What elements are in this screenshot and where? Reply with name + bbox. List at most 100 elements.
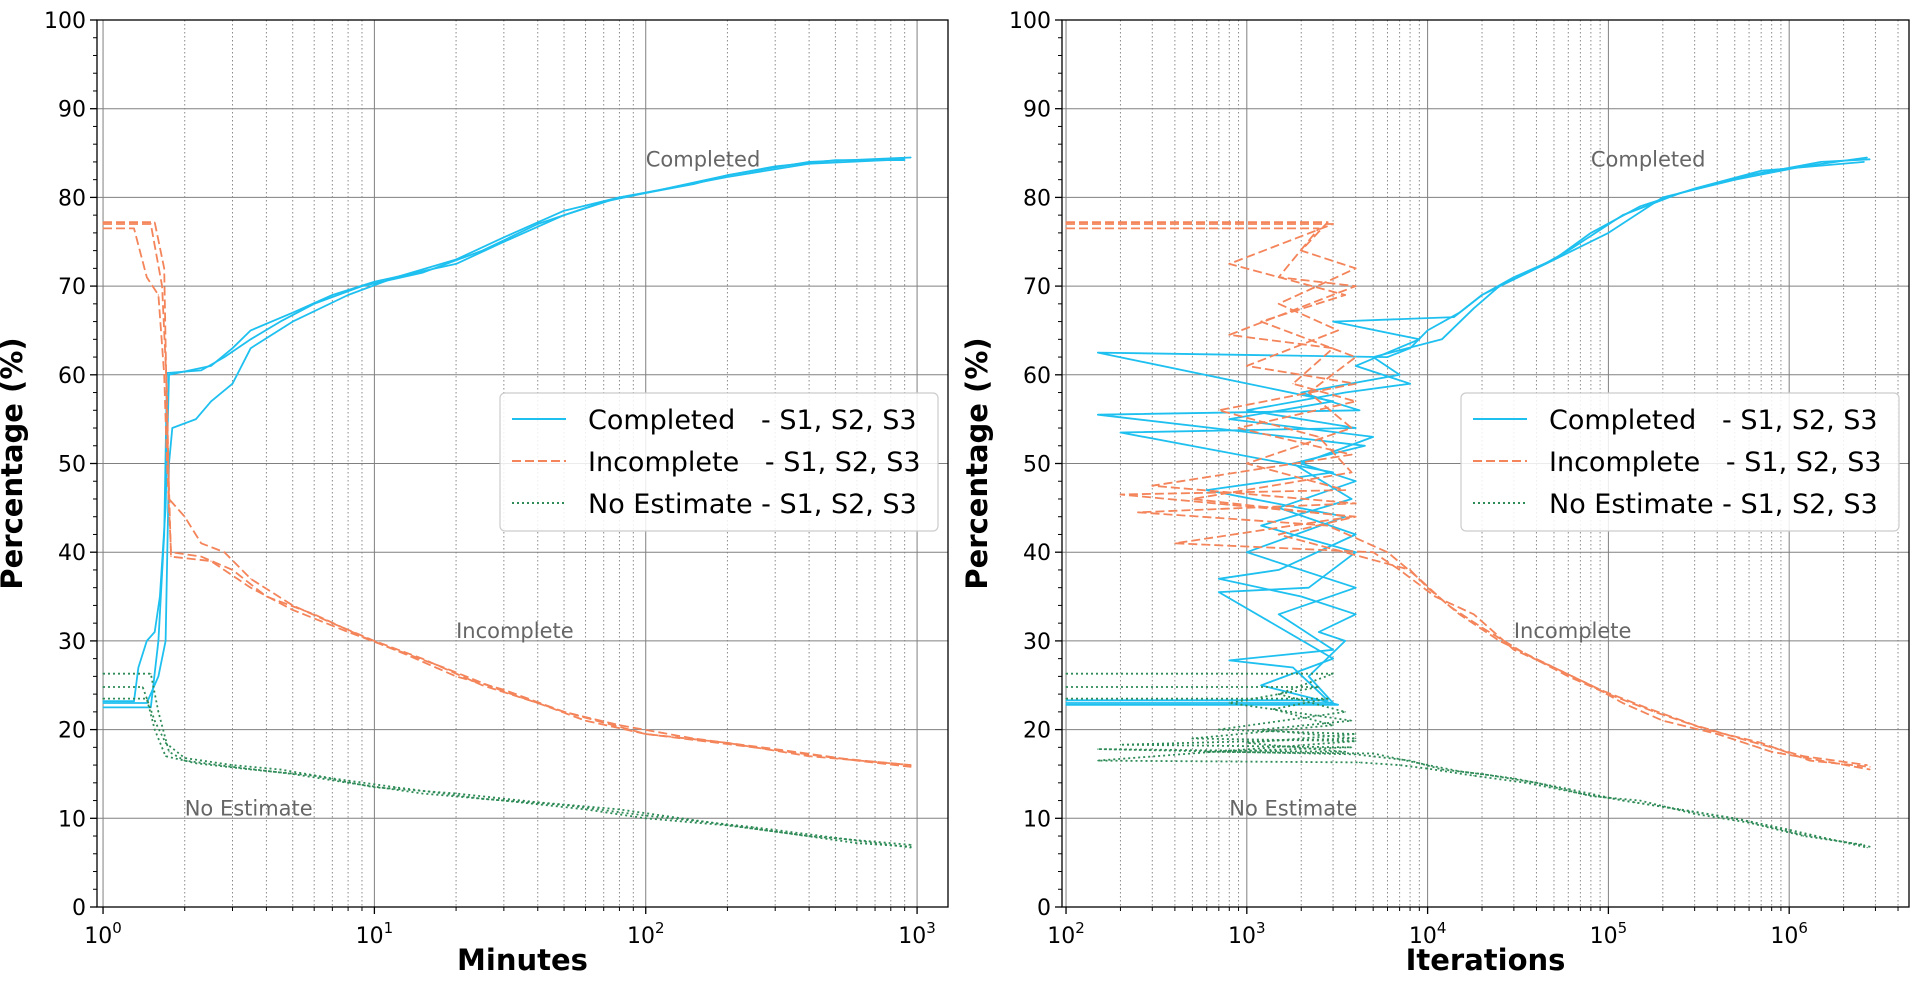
data-point-incomplete (1332, 347, 1334, 349)
data-point-completed (102, 702, 104, 704)
data-point-noestimate (102, 673, 104, 675)
data-point-completed (1355, 551, 1357, 553)
data-point-noestimate (1358, 761, 1361, 764)
data-point-incomplete (1344, 489, 1346, 491)
data-point-incomplete (421, 658, 423, 660)
data-point-completed (1498, 285, 1501, 287)
data-point-completed (223, 356, 225, 358)
data-point-noestimate (421, 792, 423, 795)
data-point-completed (157, 640, 159, 642)
legend-label: No Estimate - S1, S2, S3 (588, 489, 917, 520)
data-point-noestimate (481, 798, 483, 800)
data-point-completed (503, 236, 505, 238)
data-point-noestimate (1418, 762, 1420, 764)
x-axis-label: Iterations (1406, 943, 1566, 977)
data-point-incomplete (1218, 409, 1220, 411)
data-point-completed (808, 163, 810, 165)
data-point-completed (1228, 418, 1230, 420)
data-point-noestimate (1318, 686, 1320, 688)
legend-box (499, 392, 939, 532)
data-point-incomplete (146, 276, 148, 278)
data-point-completed (1355, 533, 1357, 536)
data-point-incomplete (503, 689, 505, 691)
data-point-noestimate (373, 786, 375, 788)
data-point-incomplete (563, 711, 565, 713)
legend-label: Completed - S1, S2, S3 (1549, 405, 1878, 436)
legend-label: No Estimate - S1, S2, S3 (1549, 489, 1878, 520)
data-point-noestimate (1441, 768, 1443, 771)
data-point-completed (1097, 414, 1099, 416)
data-point-noestimate (331, 777, 333, 780)
data-point-incomplete (184, 516, 186, 518)
data-point-completed (1344, 640, 1346, 642)
data-point-noestimate (1788, 829, 1790, 831)
data-point-completed (1351, 498, 1353, 500)
data-point-completed (171, 427, 173, 429)
data-point-incomplete (503, 690, 505, 693)
x-tick-label: 105 (1590, 919, 1628, 949)
data-point-completed (200, 369, 202, 371)
data-point-incomplete (910, 764, 912, 766)
data-point-completed (313, 303, 315, 305)
legend: Completed - S1, S2, S3 Incomplete - S1, S… (499, 392, 939, 532)
data-point-incomplete (1174, 542, 1176, 544)
data-point-completed (1300, 595, 1302, 598)
annotation-label: Incomplete (456, 619, 574, 643)
x-tick-label: 102 (1047, 919, 1085, 949)
y-tick-label: 30 (1023, 630, 1051, 655)
data-point-completed (1545, 263, 1547, 265)
data-point-completed (210, 400, 212, 402)
data-point-noestimate (618, 808, 621, 811)
data-point-completed (1332, 658, 1334, 660)
data-point-completed (1332, 471, 1334, 473)
data-point-completed (563, 210, 565, 212)
data-point-incomplete (1418, 578, 1420, 580)
data-point-noestimate (1802, 835, 1805, 837)
data-point-incomplete (1760, 742, 1762, 744)
data-point-incomplete (223, 551, 225, 553)
data-point-completed (1355, 480, 1357, 482)
data-point-incomplete (1622, 702, 1624, 704)
data-point-incomplete (692, 737, 695, 740)
legend-label: Incomplete - S1, S2, S3 (1549, 447, 1882, 478)
data-point-completed (163, 533, 165, 536)
y-tick-label: 20 (58, 719, 86, 744)
data-point-incomplete (1327, 525, 1329, 527)
data-point-completed (157, 675, 159, 678)
data-point-incomplete (1332, 223, 1334, 225)
data-point-incomplete (1802, 755, 1805, 757)
data-point-incomplete (1809, 760, 1811, 762)
data-point-noestimate (1409, 760, 1411, 762)
data-point-incomplete (1191, 498, 1193, 500)
series-line-noestimate-9 (103, 697, 912, 848)
x-tick-label: 106 (1770, 919, 1808, 949)
data-point-incomplete (1869, 766, 1871, 768)
data-point-noestimate (1206, 751, 1208, 753)
data-point-completed (1119, 431, 1122, 434)
series-line-completed-2 (1066, 158, 1871, 702)
data-point-noestimate (1748, 822, 1750, 824)
data-point-noestimate (1634, 801, 1636, 803)
data-point-completed (1332, 649, 1334, 651)
data-point-noestimate (347, 782, 349, 784)
data-point-completed (1355, 427, 1357, 429)
data-point-completed (503, 241, 505, 243)
data-point-noestimate (250, 768, 252, 771)
data-point-completed (137, 666, 139, 669)
data-point-completed (1802, 165, 1805, 167)
data-point-completed (250, 347, 252, 349)
y-axis-label: Percentage (%) (0, 337, 29, 589)
data-point-incomplete (157, 294, 159, 296)
data-point-incomplete (1716, 733, 1718, 735)
data-point-incomplete (455, 675, 457, 678)
data-point-incomplete (1355, 285, 1357, 287)
data-point-noestimate (154, 729, 156, 731)
data-point-incomplete (1351, 516, 1353, 518)
y-tick-label: 100 (44, 9, 86, 34)
data-point-noestimate (1332, 724, 1334, 726)
data-point-incomplete (1318, 436, 1320, 438)
data-point-completed (1218, 578, 1220, 580)
data-point-completed (421, 272, 423, 274)
y-tick-label: 50 (58, 453, 86, 478)
data-point-incomplete (1065, 221, 1067, 223)
